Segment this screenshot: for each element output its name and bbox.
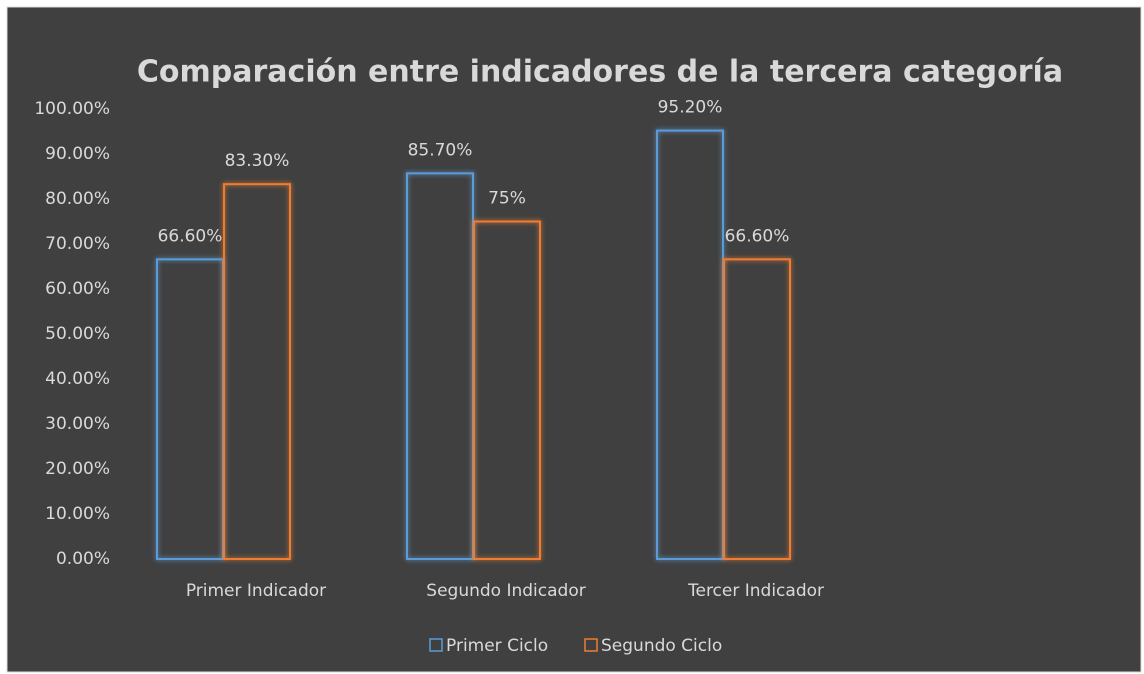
legend-swatch <box>429 638 443 652</box>
data-label: 85.70% <box>408 140 473 160</box>
legend-swatch <box>584 638 598 652</box>
data-label: 95.20% <box>658 98 723 118</box>
chart-title: Comparación entre indicadores de la terc… <box>137 55 1063 90</box>
y-tick-label: 20.00% <box>45 459 110 479</box>
y-tick-label: 30.00% <box>45 414 110 434</box>
y-tick-label: 0.00% <box>56 549 110 569</box>
data-label: 66.60% <box>158 226 223 246</box>
y-tick-label: 90.00% <box>45 144 110 164</box>
y-tick-label: 10.00% <box>45 504 110 524</box>
y-tick-label: 80.00% <box>45 189 110 209</box>
bar <box>473 220 541 560</box>
legend-label: Segundo Ciclo <box>601 636 722 656</box>
data-label: 75% <box>488 189 526 209</box>
bar <box>723 258 791 560</box>
bar <box>223 183 291 560</box>
data-label: 66.60% <box>725 226 790 246</box>
x-tick-label: Primer Indicador <box>186 581 326 601</box>
y-tick-label: 40.00% <box>45 369 110 389</box>
y-tick-label: 70.00% <box>45 234 110 254</box>
chart-background <box>6 6 1142 673</box>
data-label: 83.30% <box>225 151 290 171</box>
legend-label: Primer Ciclo <box>446 636 548 656</box>
y-tick-label: 50.00% <box>45 324 110 344</box>
y-tick-label: 60.00% <box>45 279 110 299</box>
x-tick-label: Tercer Indicador <box>687 581 824 601</box>
y-tick-label: 100.00% <box>34 99 110 119</box>
x-tick-label: Segundo Indicador <box>426 581 585 601</box>
